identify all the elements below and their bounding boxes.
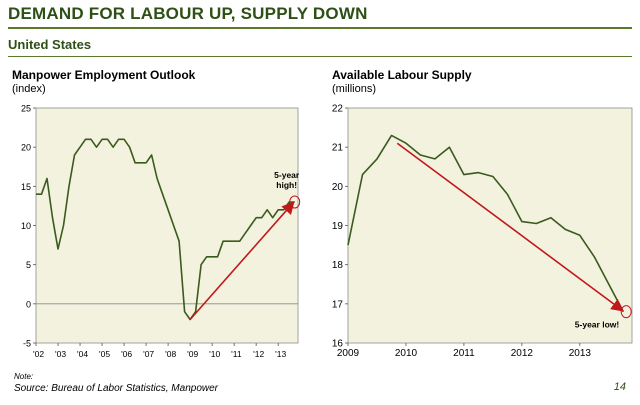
callout-circle: [289, 195, 301, 209]
title-divider: [8, 27, 632, 29]
right-chart-unit: (millions): [332, 83, 376, 95]
plot-area: [347, 107, 633, 344]
x-tick-label: '02: [33, 349, 44, 359]
callout-label: high!: [276, 180, 297, 190]
x-tick-label: '09: [187, 349, 198, 359]
callout-label: 5-year low!: [575, 320, 620, 330]
y-tick-label: 22: [332, 104, 344, 115]
y-tick-label: 19: [332, 221, 344, 232]
y-tick-label: 18: [332, 260, 344, 271]
callout-label: 5-year: [274, 170, 300, 180]
plot-area: [35, 107, 299, 344]
footnote-note: Note:: [14, 372, 34, 381]
x-tick-label: 2011: [453, 348, 475, 359]
x-tick-label: 2012: [511, 348, 534, 359]
x-tick-label: '08: [165, 349, 176, 359]
right-chart-title: Available Labour Supply: [332, 68, 472, 82]
page-title: DEMAND FOR LABOUR UP, SUPPLY DOWN: [8, 4, 368, 23]
series-line: [347, 134, 625, 313]
y-tick-label: 16: [332, 339, 344, 350]
trend-arrow: [396, 142, 625, 312]
x-tick-label: '12: [253, 349, 264, 359]
footnote-source: Source: Bureau of Labor Statistics, Manp…: [14, 383, 218, 394]
y-tick-label: 17: [332, 299, 344, 310]
page-number: 14: [613, 381, 626, 393]
left-chart-unit: (index): [12, 83, 46, 95]
x-tick-label: 2010: [395, 348, 418, 359]
x-tick-label: 2009: [337, 348, 360, 359]
page-subtitle: United States: [8, 37, 92, 52]
x-tick-label: 2013: [569, 348, 592, 359]
y-tick-label: 20: [332, 182, 344, 193]
x-tick-label: '03: [55, 349, 66, 359]
x-tick-label: '05: [99, 349, 110, 359]
labour-supply-chart: 16 17 18 19 20 21 22 2009 2010 2011 2012 2013 5-year…: [332, 104, 633, 359]
x-tick-label: '11: [231, 349, 242, 359]
callout-circle: [620, 305, 632, 319]
y-tick-label: 21: [332, 143, 344, 154]
subtitle-divider: [8, 56, 632, 57]
y-tick-label: 5: [26, 260, 31, 270]
y-tick-label: 20: [21, 143, 31, 153]
y-tick-label: 10: [21, 221, 31, 231]
employment-outlook-chart: -5 0 5 10 15 20 25 '02 '03 '04 '05 '06 '07 '08 '09 '10 '…: [21, 104, 301, 359]
trend-arrow: [189, 201, 295, 321]
y-tick-label: 0: [26, 299, 31, 309]
y-tick-label: -5: [23, 339, 31, 349]
left-chart-title: Manpower Employment Outlook: [12, 68, 196, 82]
x-tick-label: '07: [143, 349, 154, 359]
series-line: [36, 138, 295, 321]
x-tick-label: '10: [209, 349, 220, 359]
y-tick-label: 25: [21, 104, 31, 114]
x-tick-label: '06: [121, 349, 132, 359]
x-tick-label: '04: [77, 349, 88, 359]
x-tick-label: '13: [275, 349, 286, 359]
y-tick-label: 15: [21, 182, 31, 192]
